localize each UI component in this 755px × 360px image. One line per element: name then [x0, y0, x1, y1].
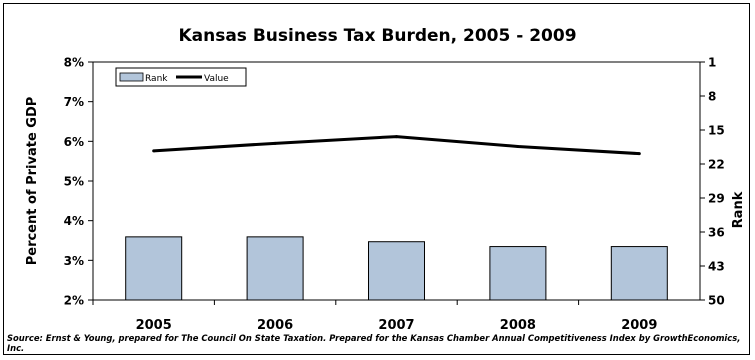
value-point-2008: [516, 144, 520, 148]
legend-rank-swatch: [119, 72, 144, 82]
right-axis-tick-label: 43: [708, 260, 725, 274]
left-axis-tick-label: 7%: [64, 95, 84, 109]
right-axis-title: Rank: [731, 191, 746, 228]
bar-rank-2009: [610, 246, 668, 301]
left-axis-title: Percent of Private GDP: [25, 97, 40, 266]
value-series-line: [153, 135, 640, 156]
value-point-2006: [273, 141, 277, 145]
right-axis-tick-label: 1: [708, 56, 716, 70]
bar-rank-2006: [246, 236, 304, 301]
source-note: Source: Ernst & Young, prepared for The …: [7, 333, 741, 353]
left-axis-tick-label: 5%: [64, 175, 84, 189]
bar-rank-2008: [489, 246, 547, 301]
left-axis-tick-label: 2%: [64, 294, 84, 308]
right-axis-tick-label: 15: [708, 124, 725, 138]
value-point-2005: [152, 149, 156, 153]
right-axis-tick-label: 22: [708, 158, 725, 172]
left-axis-tick-label: 4%: [64, 214, 84, 228]
x-axis-tick-label: 2007: [378, 318, 414, 333]
x-axis-tick-label: 2006: [257, 318, 293, 333]
left-axis-tick-label: 8%: [64, 56, 84, 70]
right-axis-tick-label: 29: [708, 192, 725, 206]
x-axis-tick-label: 2009: [621, 318, 657, 333]
bar-rank-2007: [368, 241, 425, 301]
value-point-2007: [395, 135, 398, 139]
right-axis-tick-label: 8: [708, 90, 716, 104]
left-axis-tick-label: 3%: [64, 254, 84, 268]
value-point-2009: [637, 152, 641, 156]
legend-rank-label: Rank: [145, 74, 168, 84]
chart-title: Kansas Business Tax Burden, 2005 - 2009: [178, 26, 577, 46]
left-axis-tick-label: 6%: [64, 135, 84, 149]
right-axis-tick-label: 36: [708, 226, 725, 240]
bar-rank-2005: [125, 236, 183, 301]
right-axis-tick-label: 50: [708, 294, 725, 308]
legend-value-label: Value: [204, 74, 229, 84]
x-axis-tick-label: 2008: [500, 318, 536, 333]
x-axis-tick-label: 2005: [136, 318, 172, 333]
